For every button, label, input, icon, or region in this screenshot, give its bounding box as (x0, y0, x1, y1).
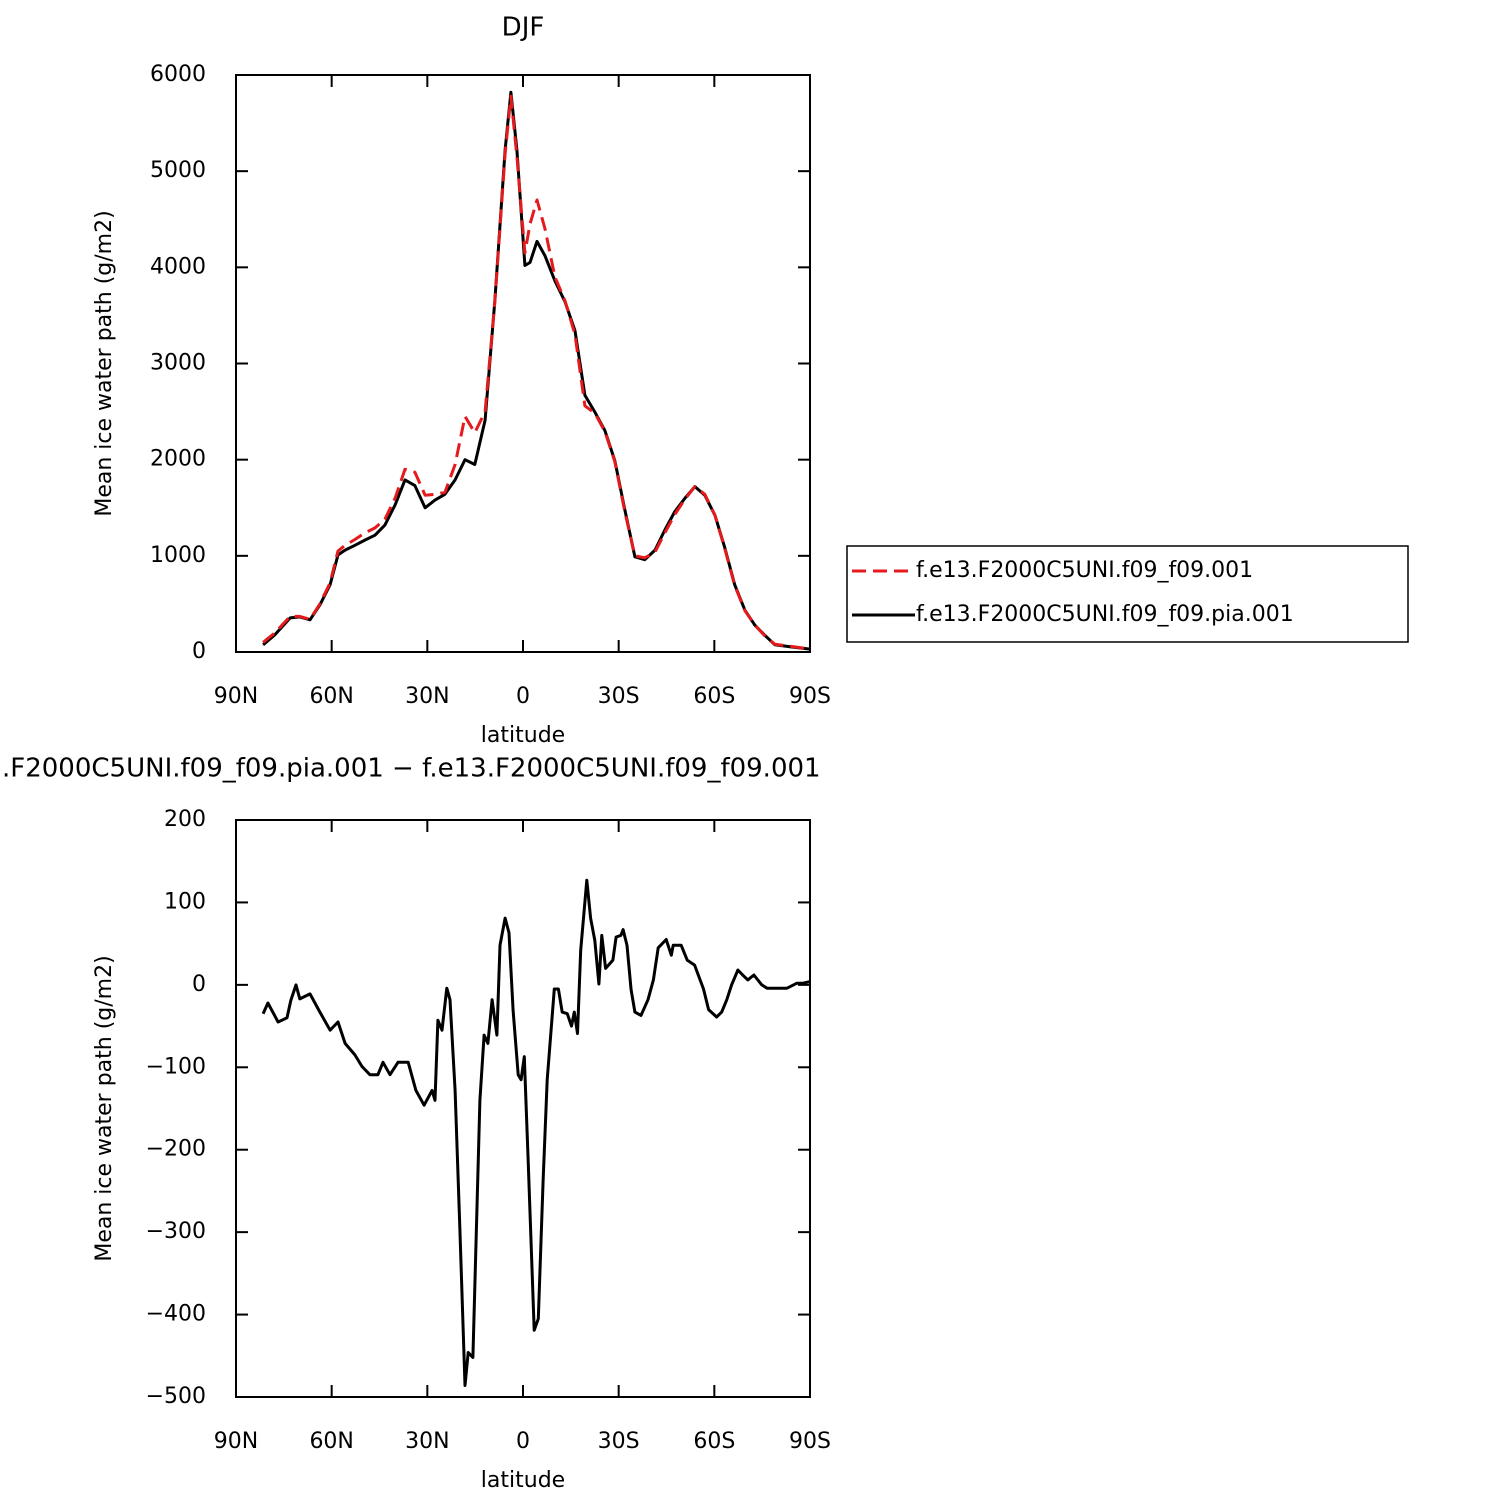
data-line (262, 90, 811, 651)
x-axis-label: latitude (481, 723, 565, 748)
x-tick-label: 30N (405, 1429, 449, 1454)
y-tick-label: −400 (146, 1302, 206, 1327)
chart-title: DJF (502, 13, 545, 43)
x-tick-label: 60N (309, 684, 353, 709)
x-tick-label: 90S (789, 684, 831, 709)
y-tick-label: 3000 (150, 351, 206, 376)
y-axis-label: Mean ice water path (g/m2) (92, 210, 117, 516)
y-tick-label: −500 (146, 1384, 206, 1409)
x-tick-label: 90N (214, 1429, 258, 1454)
x-tick-label: 90N (214, 684, 258, 709)
x-tick-label: 60N (309, 1429, 353, 1454)
legend-label: f.e13.F2000C5UNI.f09_f09.pia.001 (916, 602, 1294, 627)
y-tick-label: 2000 (150, 447, 206, 472)
x-tick-label: 0 (516, 684, 530, 709)
y-tick-label: −100 (146, 1054, 206, 1079)
y-tick-label: 6000 (150, 62, 206, 87)
x-axis-label: latitude (481, 1468, 565, 1493)
y-tick-label: −200 (146, 1137, 206, 1162)
legend-box (846, 545, 1409, 643)
y-tick-label: −300 (146, 1219, 206, 1244)
x-tick-label: 30S (598, 1429, 640, 1454)
y-tick-label: 5000 (150, 158, 206, 183)
y-tick-label: 4000 (150, 254, 206, 279)
y-tick-label: 100 (164, 889, 206, 914)
y-tick-label: 0 (192, 639, 206, 664)
chart-title: .F2000C5UNI.f09_f09.pia.001 − f.e13.F200… (2, 754, 821, 784)
plot-frame (235, 74, 811, 653)
y-tick-label: 200 (164, 807, 206, 832)
x-tick-label: 90S (789, 1429, 831, 1454)
data-line (262, 94, 811, 651)
data-line (261, 878, 811, 1387)
y-tick-label: 0 (192, 972, 206, 997)
x-tick-label: 30S (598, 684, 640, 709)
plot-frame (235, 819, 811, 1398)
y-axis-label: Mean ice water path (g/m2) (92, 955, 117, 1261)
x-tick-label: 60S (693, 684, 735, 709)
x-tick-label: 30N (405, 684, 449, 709)
x-tick-label: 0 (516, 1429, 530, 1454)
legend-label: f.e13.F2000C5UNI.f09_f09.001 (916, 558, 1253, 583)
x-tick-label: 60S (693, 1429, 735, 1454)
y-tick-label: 1000 (150, 543, 206, 568)
